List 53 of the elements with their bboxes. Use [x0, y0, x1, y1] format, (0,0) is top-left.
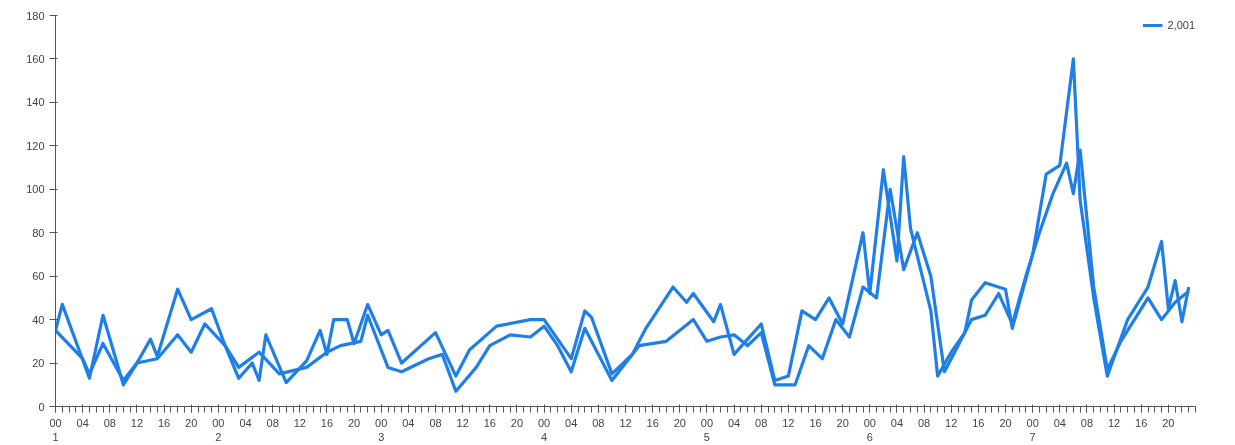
legend-label: 2,001	[1167, 19, 1195, 31]
x-tick-label: 04	[565, 416, 578, 429]
x-tick-label: 20	[836, 416, 849, 429]
x-tick-label: 00 2	[212, 416, 225, 443]
x-tick-label: 08	[266, 416, 279, 429]
x-tick-label: 16	[157, 416, 171, 429]
x-tick-label: 20	[185, 416, 198, 429]
y-tick-label: 100	[26, 183, 45, 196]
x-tick-label: 08	[755, 416, 768, 429]
x-tick-label: 20	[1162, 416, 1175, 429]
x-tick-label: 20	[347, 416, 361, 429]
y-tick-label: 160	[26, 52, 45, 65]
y-tick-label: 140	[26, 96, 45, 109]
x-tick-label: 04	[239, 416, 252, 429]
x-tick-label: 12	[1107, 416, 1121, 429]
x-tick-label: 12	[293, 416, 306, 429]
x-tick-label: 08	[429, 416, 442, 429]
x-tick-label: 08	[1080, 416, 1094, 429]
x-tick-label: 08	[592, 416, 605, 429]
x-tick-label: 00 6	[863, 416, 876, 443]
x-tick-label: 00 3	[375, 416, 388, 443]
x-tick-label: 16	[809, 416, 822, 429]
x-tick-label: 16	[646, 416, 659, 429]
x-tick-label: 04	[727, 416, 741, 429]
x-tick-label: 16	[1135, 416, 1148, 429]
x-tick-label: 16	[483, 416, 496, 429]
y-tick-label: 40	[32, 313, 45, 326]
x-tick-label: 04	[1053, 416, 1066, 429]
x-tick-label: 12	[456, 416, 469, 429]
x-tick-label: 12	[130, 416, 144, 429]
x-tick-label: 00 4	[537, 416, 551, 443]
x-tick-label: 12	[619, 416, 632, 429]
x-tick-label: 20	[673, 416, 686, 429]
y-tick-label: 80	[32, 226, 45, 239]
x-tick-label: 20	[510, 416, 524, 429]
y-tick-label: 0	[38, 400, 45, 413]
x-tick-label: 04	[402, 416, 415, 429]
y-tick-label: 20	[32, 357, 45, 370]
x-tick-label: 00 7	[1026, 416, 1039, 443]
x-tick-label: 04	[890, 416, 904, 429]
y-tick-label: 120	[26, 139, 45, 152]
x-tick-label: 00 5	[700, 416, 714, 443]
x-tick-label: 08	[917, 416, 931, 429]
x-tick-label: 16	[972, 416, 985, 429]
x-tick-label: 12	[782, 416, 795, 429]
y-tick-label: 180	[26, 9, 45, 22]
y-tick-label: 60	[32, 270, 45, 283]
x-tick-label: 08	[103, 416, 116, 429]
x-tick-label: 00 1	[49, 416, 62, 443]
x-tick-label: 04	[76, 416, 89, 429]
x-tick-label: 20	[999, 416, 1012, 429]
x-tick-label: 16	[320, 416, 334, 429]
x-tick-label: 12	[945, 416, 958, 429]
